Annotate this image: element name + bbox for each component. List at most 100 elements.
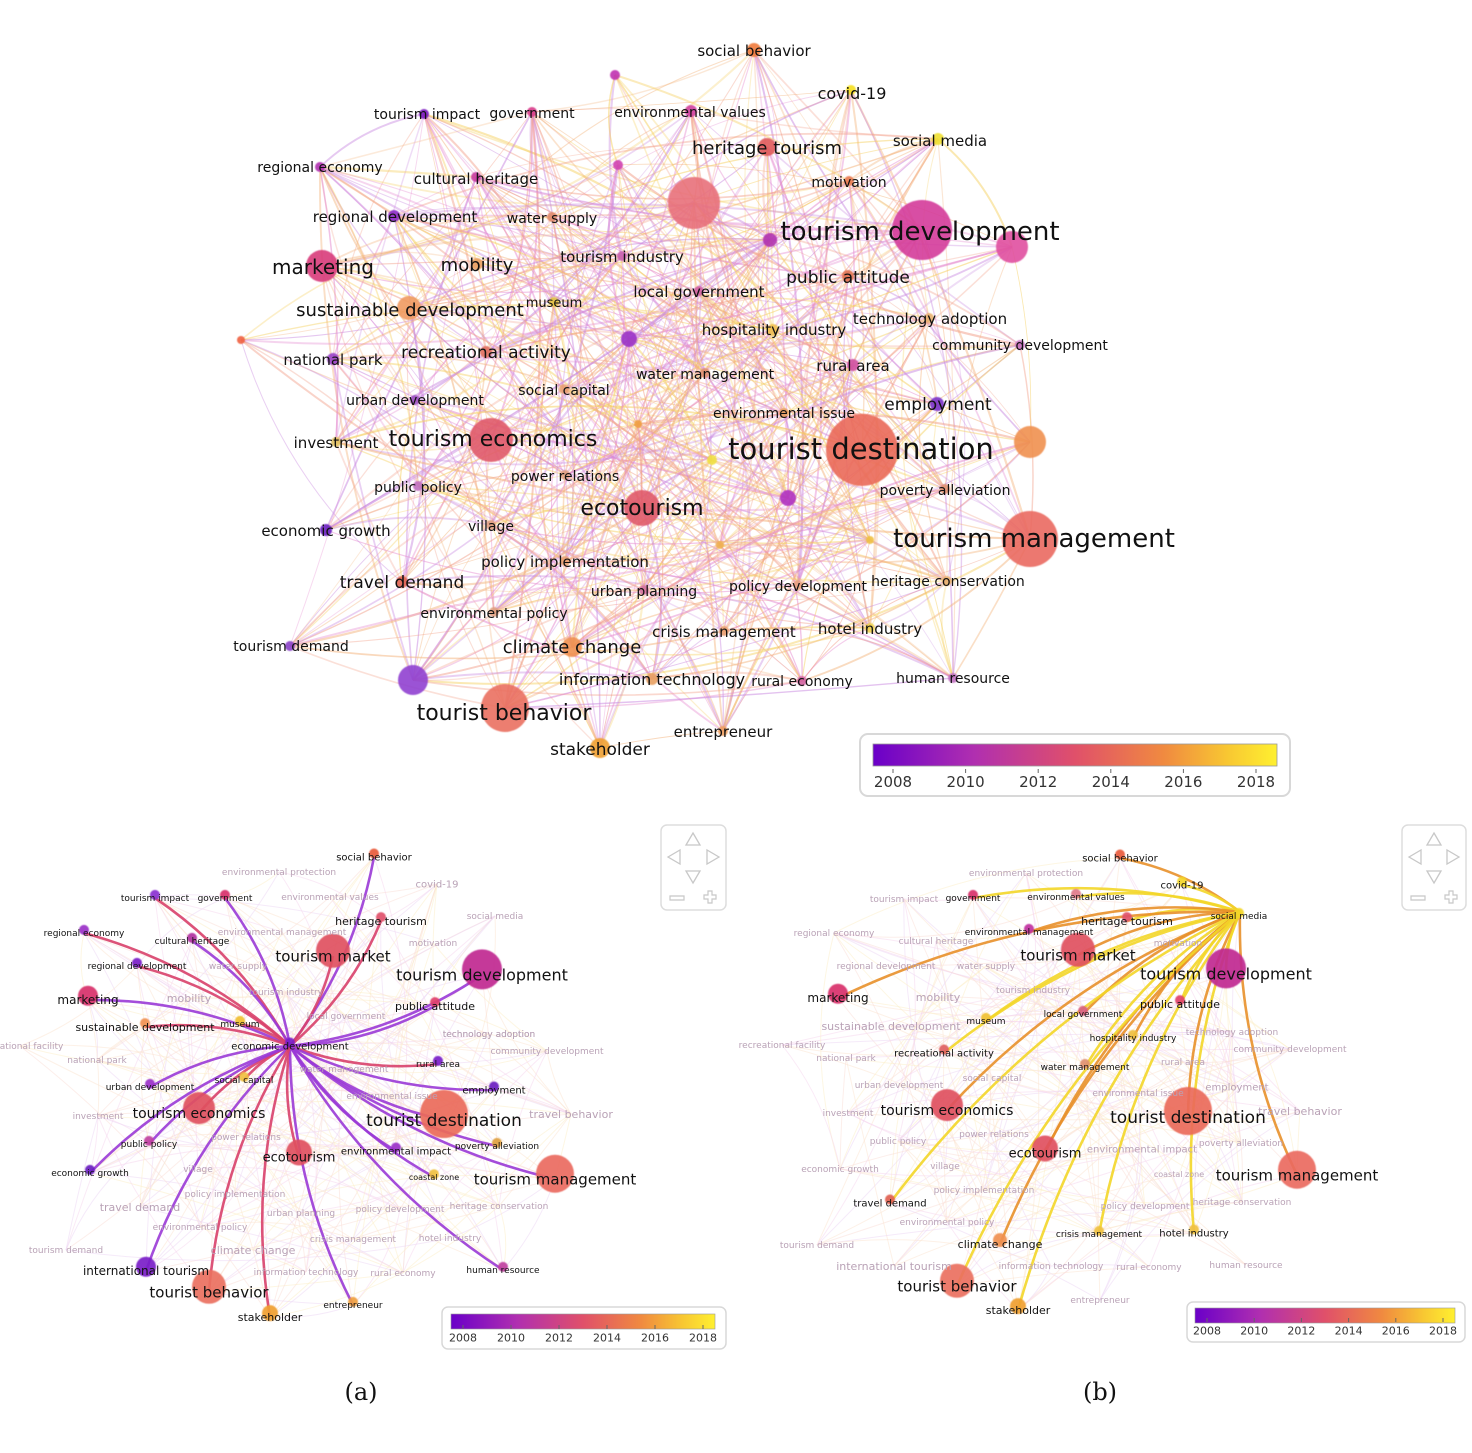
node-tourism-impact[interactable] [419,109,429,119]
node-village[interactable] [486,520,496,530]
node-tourism-development[interactable] [462,949,502,990]
zoom-out-icon[interactable] [669,895,685,901]
node-tourist-behavior[interactable] [192,1269,226,1304]
node-information-technology[interactable] [646,673,658,685]
node-entrepreneur[interactable] [718,726,728,736]
nav-down-icon[interactable] [1425,870,1443,885]
node-public-attitude[interactable] [1175,995,1185,1006]
node-tourism-industry[interactable] [617,251,627,261]
node-public-policy[interactable] [413,481,423,491]
node-economic-growth[interactable] [320,524,332,536]
node-urban-development[interactable] [145,1078,155,1089]
node-travel-demand[interactable] [396,576,408,588]
node-hotel-industry[interactable] [1189,1224,1199,1235]
node-entrepreneur[interactable] [348,1296,358,1307]
node-hospitality-industry[interactable] [1128,1029,1138,1040]
node-local-government[interactable] [1078,1005,1088,1016]
node-power-relations[interactable] [560,470,570,480]
node-tourism-market[interactable] [1061,932,1095,967]
node-government[interactable] [527,107,537,117]
panel-b-navigation-pad[interactable] [1401,824,1467,911]
node-rural-economy[interactable] [797,676,807,686]
node-social-media[interactable] [932,133,944,145]
node-tourism-economics[interactable] [183,1092,215,1125]
node-hotel-industry[interactable] [865,623,875,633]
node-rural-area[interactable] [847,359,859,371]
node-tourism-development[interactable] [892,200,952,260]
node-public-policy[interactable] [144,1135,154,1146]
node-motivation[interactable] [844,176,854,186]
node-recreational-activity[interactable] [939,1044,949,1055]
node-regional-development[interactable] [388,210,400,222]
node-environmental-issue[interactable] [779,408,789,418]
node-water-supply[interactable] [547,212,557,222]
nav-up-icon[interactable] [1425,831,1443,846]
node-water-management[interactable] [700,368,710,378]
nav-right-icon[interactable] [1446,848,1461,866]
node-regional-development[interactable] [132,957,142,968]
node-social-behavior[interactable] [369,848,379,859]
node-public-attitude[interactable] [430,997,440,1008]
node-social-behavior[interactable] [747,43,761,57]
node-tourism-impact[interactable] [150,889,160,900]
node-marketing[interactable] [78,985,98,1006]
node-policy-implementation[interactable] [560,556,570,566]
zoom-in-icon[interactable] [1444,890,1458,904]
node-national-park[interactable] [327,353,339,365]
node-museum[interactable] [981,1012,991,1023]
node-environmental-management[interactable] [1024,923,1034,934]
node-sustainable-development[interactable] [140,1018,150,1029]
node-environmental-policy[interactable] [489,607,499,617]
nav-right-icon[interactable] [706,848,721,866]
nav-down-icon[interactable] [684,870,702,885]
node-economic-development[interactable] [285,1037,295,1048]
node-hospitality-industry[interactable] [767,324,779,336]
node-tourism-development[interactable] [1206,948,1246,989]
node-tourism-management[interactable] [1278,1150,1316,1189]
node-coastal-zone[interactable] [429,1169,439,1180]
node-regional-economy[interactable] [315,162,325,172]
zoom-out-icon[interactable] [1410,895,1426,901]
node-marketing[interactable] [828,983,848,1004]
zoom-in-icon[interactable] [703,890,717,904]
node-poverty-alleviation[interactable] [492,1137,502,1148]
node-government[interactable] [968,889,978,900]
node-tourism-market[interactable] [316,933,350,968]
node-urban-planning[interactable] [639,585,649,595]
node-environmental-values[interactable] [1071,888,1081,899]
nav-left-icon[interactable] [666,848,681,866]
node-tourist-behavior[interactable] [481,684,529,732]
node-covid-19[interactable] [1177,876,1187,887]
node-rural-area[interactable] [433,1055,443,1066]
node-economic-growth[interactable] [85,1164,95,1175]
node-covid-19[interactable] [846,85,856,95]
node-ecotourism[interactable] [624,490,660,526]
node-heritage-conservation[interactable] [942,576,952,586]
node-human-resource[interactable] [948,673,958,683]
node-public-attitude[interactable] [842,270,854,282]
node-marketing[interactable] [306,250,338,282]
node-museum[interactable] [235,1015,245,1026]
node-climate-change[interactable] [562,637,582,657]
node-investment[interactable] [331,437,341,447]
node-tourism-management[interactable] [536,1154,574,1193]
node-regional-economy[interactable] [79,924,89,935]
node-environmental-impact[interactable] [391,1142,401,1153]
node-social-media[interactable] [1234,907,1244,918]
node-technology-adoption[interactable] [924,313,934,323]
node-policy-development[interactable] [793,580,803,590]
node-crisis-management[interactable] [719,626,729,636]
node-tourism-demand[interactable] [285,641,295,651]
node-crisis-management[interactable] [1094,1225,1104,1236]
node-ecotourism[interactable] [1032,1135,1058,1162]
node-urban-development[interactable] [410,395,420,405]
node-museum[interactable] [549,297,559,307]
node-tourist-destination[interactable] [420,1090,468,1139]
node-ecotourism[interactable] [286,1139,312,1166]
panel-a-navigation-pad[interactable] [660,824,727,911]
node-stakeholder[interactable] [262,1305,278,1322]
node-climate-change[interactable] [993,1233,1007,1248]
node-heritage-tourism[interactable] [1122,912,1132,923]
node-social-capital[interactable] [239,1071,249,1082]
node-stakeholder[interactable] [590,738,610,758]
